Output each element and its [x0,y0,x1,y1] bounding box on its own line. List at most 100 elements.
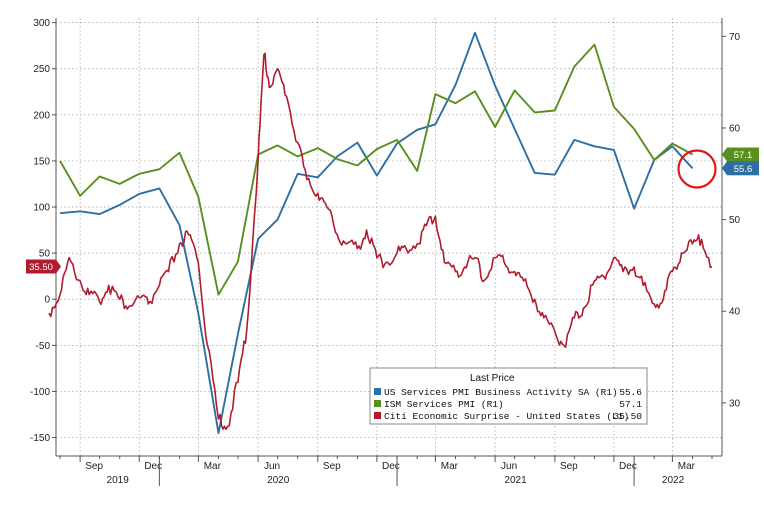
legend-last-value: 35.50 [613,411,642,422]
data-point [277,68,279,70]
data-point [197,312,199,314]
data-point [396,143,398,145]
data-point [534,298,536,300]
x-year-label: 2022 [662,475,685,486]
data-point [494,257,496,259]
data-point [336,158,338,160]
legend-title: Last Price [470,373,515,384]
data-point [554,331,556,333]
data-point [671,271,673,273]
last-value-pointer [722,147,727,162]
data-point [317,147,319,149]
data-point [179,243,181,245]
data-point [68,257,70,259]
data-point [263,54,265,56]
data-point [206,344,208,346]
data-point [237,333,239,335]
data-point [147,303,149,305]
last-value-label: 35.50 [29,262,53,273]
right-tick-label: 40 [729,307,741,318]
data-point [622,271,624,273]
data-point [99,301,101,303]
last-value-pointer [722,161,727,176]
axes: 300 250 200 150 100 50 0 -50 -100 -150 70 60 50 40 30 S… [30,18,741,486]
x-month-label: Mar [204,461,222,472]
data-point [573,139,575,141]
data-point [317,176,319,178]
data-point [59,294,61,296]
data-point [434,93,436,95]
data-point [119,298,121,300]
left-tick-label: 100 [33,203,50,214]
data-point [246,326,248,328]
data-point [405,248,407,250]
legend-box [369,367,648,425]
grid-lines [56,18,722,456]
data-point [642,284,644,286]
data-point [218,432,220,434]
data-point [197,261,199,263]
data-point [168,271,170,273]
data-point [188,234,190,236]
data-point [573,66,575,68]
x-year-label: 2019 [107,475,130,486]
data-point [474,32,476,34]
data-point [158,168,160,170]
data-point [671,143,673,145]
data-point [218,418,220,420]
data-point [376,257,378,259]
left-tick-label: 150 [33,156,50,167]
data-point [297,142,299,144]
data-point [464,266,466,268]
legend-label: US Services PMI Business Activity SA (R1… [384,387,618,398]
data-point [326,206,328,208]
last-value-label: 57.1 [734,150,753,161]
x-month-label: Sep [85,461,103,472]
data-point [48,312,50,314]
data-point [514,271,516,273]
data-point [396,252,398,254]
data-point [554,110,556,112]
data-point [455,84,457,86]
data-point [297,173,299,175]
data-point [376,175,378,177]
series-line [59,43,693,296]
data-point [711,266,713,268]
data-point [138,173,140,175]
left-tick-label: 50 [39,249,51,260]
data-point [79,195,81,197]
data-point [425,225,427,227]
data-point [692,154,694,156]
data-point [681,252,683,254]
data-point [306,178,308,180]
data-point [396,139,398,141]
data-point [336,234,338,236]
data-point [385,261,387,263]
legend-swatch [374,400,381,407]
x-month-label: Dec [382,461,400,472]
left-tick-label: 250 [33,64,50,75]
data-point [701,238,703,240]
data-point [366,229,368,231]
data-point [286,95,288,97]
data-point [582,308,584,310]
highlight-circle [677,149,717,189]
data-point [79,280,81,282]
data-point [376,148,378,150]
data-point [653,303,655,305]
data-point [257,160,259,162]
right-tick-label: 60 [729,123,741,134]
x-month-label: Dec [619,461,637,472]
data-point [317,192,319,194]
data-point [653,159,655,161]
right-tick-label: 50 [729,215,741,226]
data-point [269,86,271,88]
x-month-label: Jun [501,461,517,472]
series-lines [48,31,713,435]
data-point [594,280,596,282]
series-line [48,52,713,431]
data-point [563,344,565,346]
legend-last-value: 57.1 [619,399,642,410]
data-point [573,317,575,319]
last-value-pointer [56,259,61,274]
